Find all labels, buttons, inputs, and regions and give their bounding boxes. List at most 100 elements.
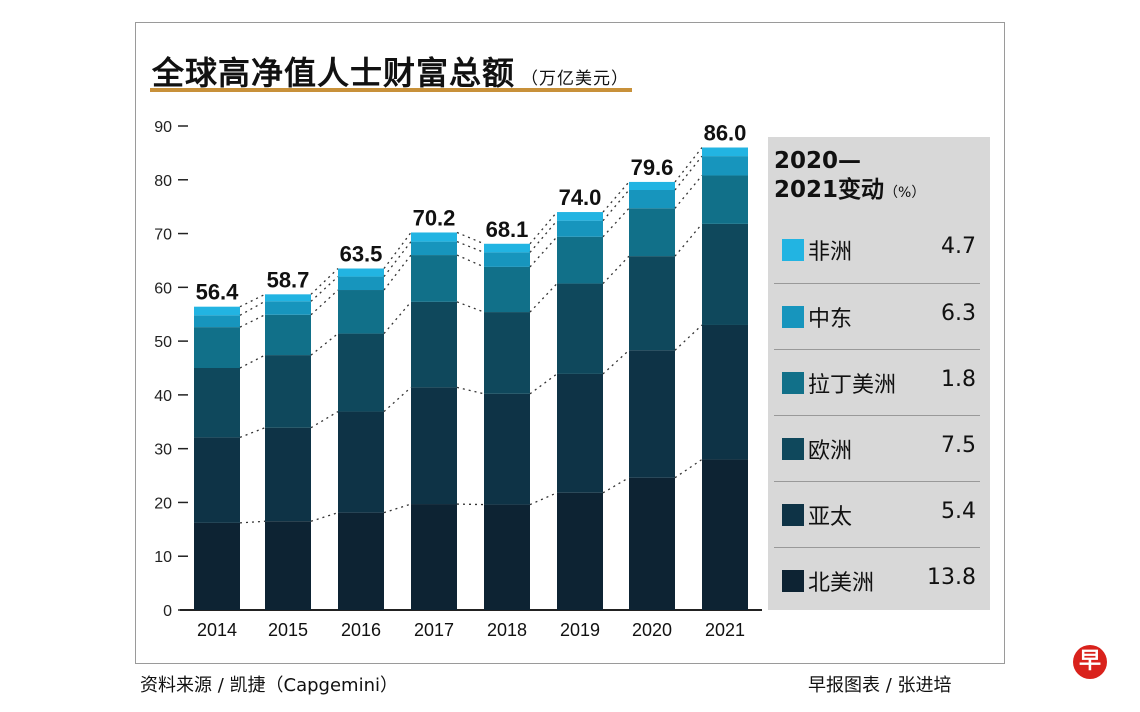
bar-segment xyxy=(629,477,675,610)
connector-line xyxy=(239,427,266,438)
connector-line xyxy=(383,232,412,269)
connector-line xyxy=(674,324,703,351)
bar-segment xyxy=(702,324,748,460)
y-tick-label: 90 xyxy=(154,119,172,136)
unit-label: （万亿美元） xyxy=(521,69,630,89)
bar-segment xyxy=(557,373,603,493)
bar-segment xyxy=(411,301,457,388)
connector-line xyxy=(310,512,339,522)
total-label: 70.2 xyxy=(413,205,456,230)
x-tick-label: 2021 xyxy=(705,620,745,640)
connector-line xyxy=(674,458,703,479)
bar-segment xyxy=(484,266,530,313)
bar-segment xyxy=(194,306,240,316)
legend-swatch xyxy=(782,372,804,394)
x-tick-label: 2020 xyxy=(632,620,672,640)
bar-segment xyxy=(629,181,675,190)
connector-line xyxy=(529,492,558,506)
legend-label: 非洲 xyxy=(808,240,853,265)
bar-segment xyxy=(557,283,603,374)
connector-line xyxy=(674,175,703,209)
bar-segment xyxy=(265,521,311,610)
connector-line xyxy=(602,255,630,285)
legend-title: 2020— 2021变动（%） xyxy=(774,147,925,208)
bar-segment xyxy=(194,327,240,368)
connector-line xyxy=(529,211,558,245)
bar-segment xyxy=(265,314,311,356)
bar-segment xyxy=(557,492,603,610)
bar-segment xyxy=(338,268,384,277)
bar-segment xyxy=(338,333,384,412)
bar-segment xyxy=(265,427,311,522)
connector-line xyxy=(529,283,558,313)
legend-title-unit: （%） xyxy=(884,185,926,201)
bar-segment xyxy=(702,156,748,176)
legend-item: 拉丁美洲 1.8 xyxy=(774,349,980,416)
legend-label: 北美洲 xyxy=(808,571,875,596)
bar-segment xyxy=(557,220,603,237)
connector-line xyxy=(602,181,630,213)
title-underline xyxy=(150,88,632,92)
connector-line xyxy=(602,189,630,222)
total-label: 56.4 xyxy=(196,280,240,305)
legend-value: 7.5 xyxy=(941,433,976,458)
legend-label: 欧洲 xyxy=(808,439,853,464)
y-tick-label: 0 xyxy=(163,603,172,620)
bar-segment xyxy=(557,236,603,284)
connector-line xyxy=(674,223,703,257)
bar-segment xyxy=(338,411,384,513)
bar-segment xyxy=(411,241,457,256)
legend-label: 中东 xyxy=(808,307,853,332)
legend-item: 北美洲 13.8 xyxy=(774,547,980,614)
bar-segment xyxy=(194,368,240,438)
connector-line xyxy=(602,349,630,375)
connector-line xyxy=(602,477,630,494)
bar-segment xyxy=(338,276,384,291)
legend-item: 中东 6.3 xyxy=(774,283,980,350)
total-label: 74.0 xyxy=(559,185,602,210)
x-tick-label: 2018 xyxy=(487,620,527,640)
total-label: 63.5 xyxy=(340,242,383,267)
legend-value: 5.4 xyxy=(941,499,976,524)
x-tick-label: 2019 xyxy=(560,620,600,640)
bar-segment xyxy=(484,312,530,394)
legend-value: 6.3 xyxy=(941,301,976,326)
connector-line xyxy=(529,373,558,395)
connector-line xyxy=(310,268,339,295)
legend-swatch xyxy=(782,504,804,526)
legend-value: 1.8 xyxy=(941,367,976,392)
connector-line xyxy=(674,155,703,191)
connector-line xyxy=(383,503,412,514)
chart-title: 全球高净值人士财富总额 （万亿美元） xyxy=(152,48,629,94)
connector-line xyxy=(310,411,339,429)
connector-line xyxy=(383,241,412,277)
bar-segment xyxy=(629,350,675,478)
bar-segment xyxy=(338,290,384,334)
connector-line xyxy=(310,289,339,316)
legend-label: 亚太 xyxy=(808,505,853,530)
legend-value: 13.8 xyxy=(927,565,976,590)
bar-segment xyxy=(702,147,748,157)
connector-line xyxy=(456,301,485,313)
bar-segment xyxy=(265,294,311,302)
y-tick-label: 80 xyxy=(154,173,172,190)
source-note: 资料来源 / 凯捷（Capgemini） xyxy=(140,675,398,696)
connector-line xyxy=(456,254,485,268)
connector-line xyxy=(456,241,485,253)
connector-line xyxy=(310,333,339,356)
legend-swatch xyxy=(782,438,804,460)
connector-line xyxy=(239,293,266,308)
total-label: 79.6 xyxy=(631,155,674,180)
legend-swatch xyxy=(782,306,804,328)
bar-segment xyxy=(629,189,675,209)
bar-segment xyxy=(702,459,748,610)
connector-line xyxy=(239,300,266,316)
bar-segment xyxy=(411,232,457,242)
bar-segment xyxy=(484,243,530,253)
y-tick-label: 50 xyxy=(154,334,172,351)
x-tick-label: 2015 xyxy=(268,620,308,640)
legend-item: 欧洲 7.5 xyxy=(774,415,980,482)
zaobao-logo: 早 xyxy=(1073,645,1107,679)
legend-swatch xyxy=(782,570,804,592)
